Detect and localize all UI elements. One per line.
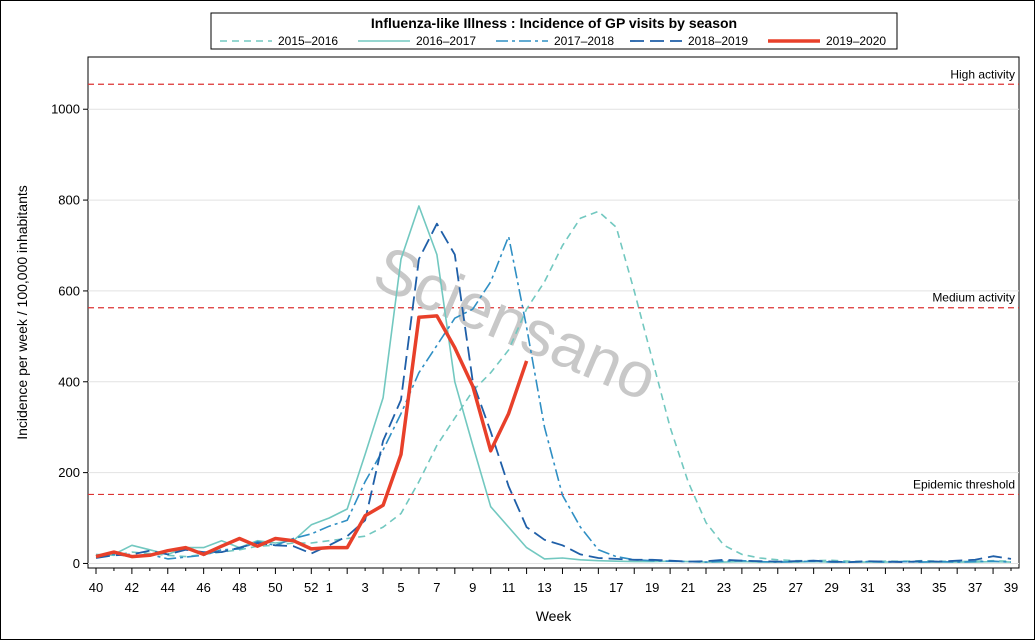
reference-lines: High activity Medium activity Epidemic thr… [88, 67, 1019, 496]
series-group [95, 205, 1012, 563]
y-axis-title: Incidence per week / 100,000 inhabitants [14, 185, 30, 440]
y-tick-label: 600 [58, 283, 80, 298]
x-tick-label: 42 [125, 580, 139, 595]
legend-items: 2015–2016 2016–2017 2017–2018 2018–2019 2019… [220, 34, 886, 48]
y-tick-label: 0 [73, 556, 80, 571]
reference-line-label: Medium activity [932, 291, 1015, 305]
x-tick-label: 46 [196, 580, 210, 595]
x-tick-label: 1 [326, 580, 333, 595]
reference-line-label: Epidemic threshold [913, 477, 1015, 491]
legend-label: 2018–2019 [688, 34, 748, 48]
x-tick-label: 9 [469, 580, 476, 595]
reference-line-label: High activity [950, 67, 1015, 81]
plot-area [87, 56, 1020, 569]
series-line [95, 222, 1012, 563]
series-line [95, 205, 1012, 563]
x-tick-label: 11 [502, 580, 516, 595]
x-tick-label: 48 [232, 580, 246, 595]
x-tick-label: 13 [537, 580, 551, 595]
legend-box [210, 12, 898, 50]
y-axis: 0 200 400 600 800 1000 [51, 102, 88, 571]
x-tick-label: 37 [968, 580, 982, 595]
x-tick-label: 23 [717, 580, 731, 595]
x-tick-label: 33 [896, 580, 910, 595]
x-tick-label: 7 [433, 580, 440, 595]
x-tick-label: 21 [681, 580, 695, 595]
legend-label: 2016–2017 [416, 34, 476, 48]
x-tick-label: 27 [788, 580, 802, 595]
x-tick-label: 17 [609, 580, 623, 595]
legend-label: 2015–2016 [278, 34, 338, 48]
x-tick-label: 50 [268, 580, 282, 595]
x-axis-title: Week [536, 608, 573, 624]
x-tick-label: 5 [397, 580, 404, 595]
y-tick-label: 800 [58, 193, 80, 208]
x-tick-label: 39 [1004, 580, 1018, 595]
series-line [95, 235, 1012, 563]
x-tick-label: 3 [362, 580, 369, 595]
grid-lines [88, 108, 1019, 564]
y-tick-label: 1000 [51, 102, 80, 117]
x-tick-label: 52 [304, 580, 318, 595]
series-line [95, 210, 1012, 563]
x-tick-label: 35 [932, 580, 946, 595]
legend: Influenza-like Illness : Incidence of GP… [210, 12, 898, 50]
chart-title: Influenza-like Illness : Incidence of GP… [371, 15, 737, 31]
x-tick-label: 44 [161, 580, 175, 595]
series-line [95, 314, 529, 559]
x-tick-label: 29 [824, 580, 838, 595]
x-tick-label: 19 [645, 580, 659, 595]
x-tick-label: 25 [753, 580, 767, 595]
legend-label: 2017–2018 [554, 34, 614, 48]
x-tick-label: 40 [89, 580, 103, 595]
y-tick-label: 400 [58, 374, 80, 389]
x-tick-label: 15 [573, 580, 587, 595]
y-tick-label: 200 [58, 465, 80, 480]
x-axis: 40 42 44 46 48 50 52 1 3 5 7 9 11 13 15 17 19 21 23 25 27 29 3… [89, 568, 1018, 595]
legend-label: 2019–2020 [826, 34, 886, 48]
x-tick-label: 31 [860, 580, 874, 595]
